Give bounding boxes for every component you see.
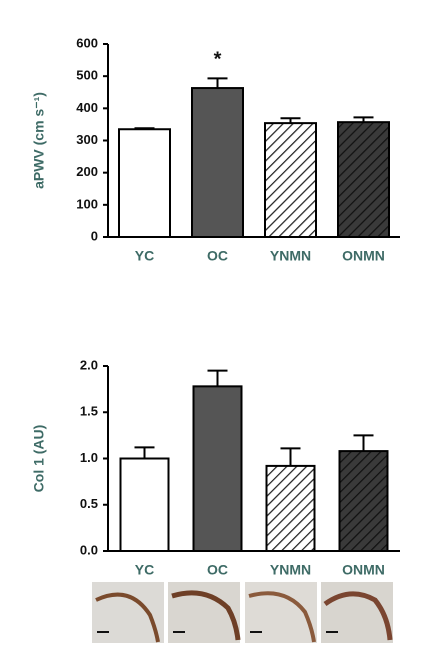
y-tick-label: 100 (76, 196, 98, 211)
x-tick-label: YC (135, 562, 154, 578)
micrograph-thumbnails (92, 582, 393, 643)
y-tick-label: 400 (76, 100, 98, 115)
x-tick-label: YC (135, 248, 154, 264)
x-tick-label: ONMN (342, 248, 385, 264)
y-tick-label: 1.0 (80, 450, 98, 465)
y-tick-label: 200 (76, 164, 98, 179)
y-tick-label: 300 (76, 132, 98, 147)
bar (264, 122, 317, 238)
y-tick-label: 0.0 (80, 542, 98, 557)
bar (338, 450, 389, 553)
x-tick-label: YNMN (270, 562, 311, 578)
y-axis-title: aPWV (cm s⁻¹) (31, 92, 47, 189)
bar (118, 128, 171, 238)
significance-marker: * (214, 49, 222, 71)
bar (119, 457, 170, 552)
y-tick-label: 600 (76, 35, 98, 50)
bar (265, 464, 316, 552)
bar (191, 87, 244, 239)
y-tick-label: 0 (91, 228, 98, 243)
y-tick-label: 2.0 (80, 357, 98, 372)
y-tick-label: 1.5 (80, 404, 98, 419)
x-tick-label: ONMN (342, 562, 385, 578)
x-tick-label: YNMN (270, 248, 311, 264)
y-axis-title: Col 1 (AU) (31, 425, 47, 493)
y-tick-label: 0.5 (80, 496, 98, 511)
y-tick-label: 500 (76, 68, 98, 83)
micrograph (321, 582, 393, 643)
bar (192, 385, 243, 552)
micrograph (92, 582, 164, 643)
bar (337, 121, 390, 238)
micrograph (245, 582, 317, 643)
x-tick-label: OC (207, 562, 228, 578)
micrograph (168, 582, 241, 643)
x-tick-label: OC (207, 248, 228, 264)
